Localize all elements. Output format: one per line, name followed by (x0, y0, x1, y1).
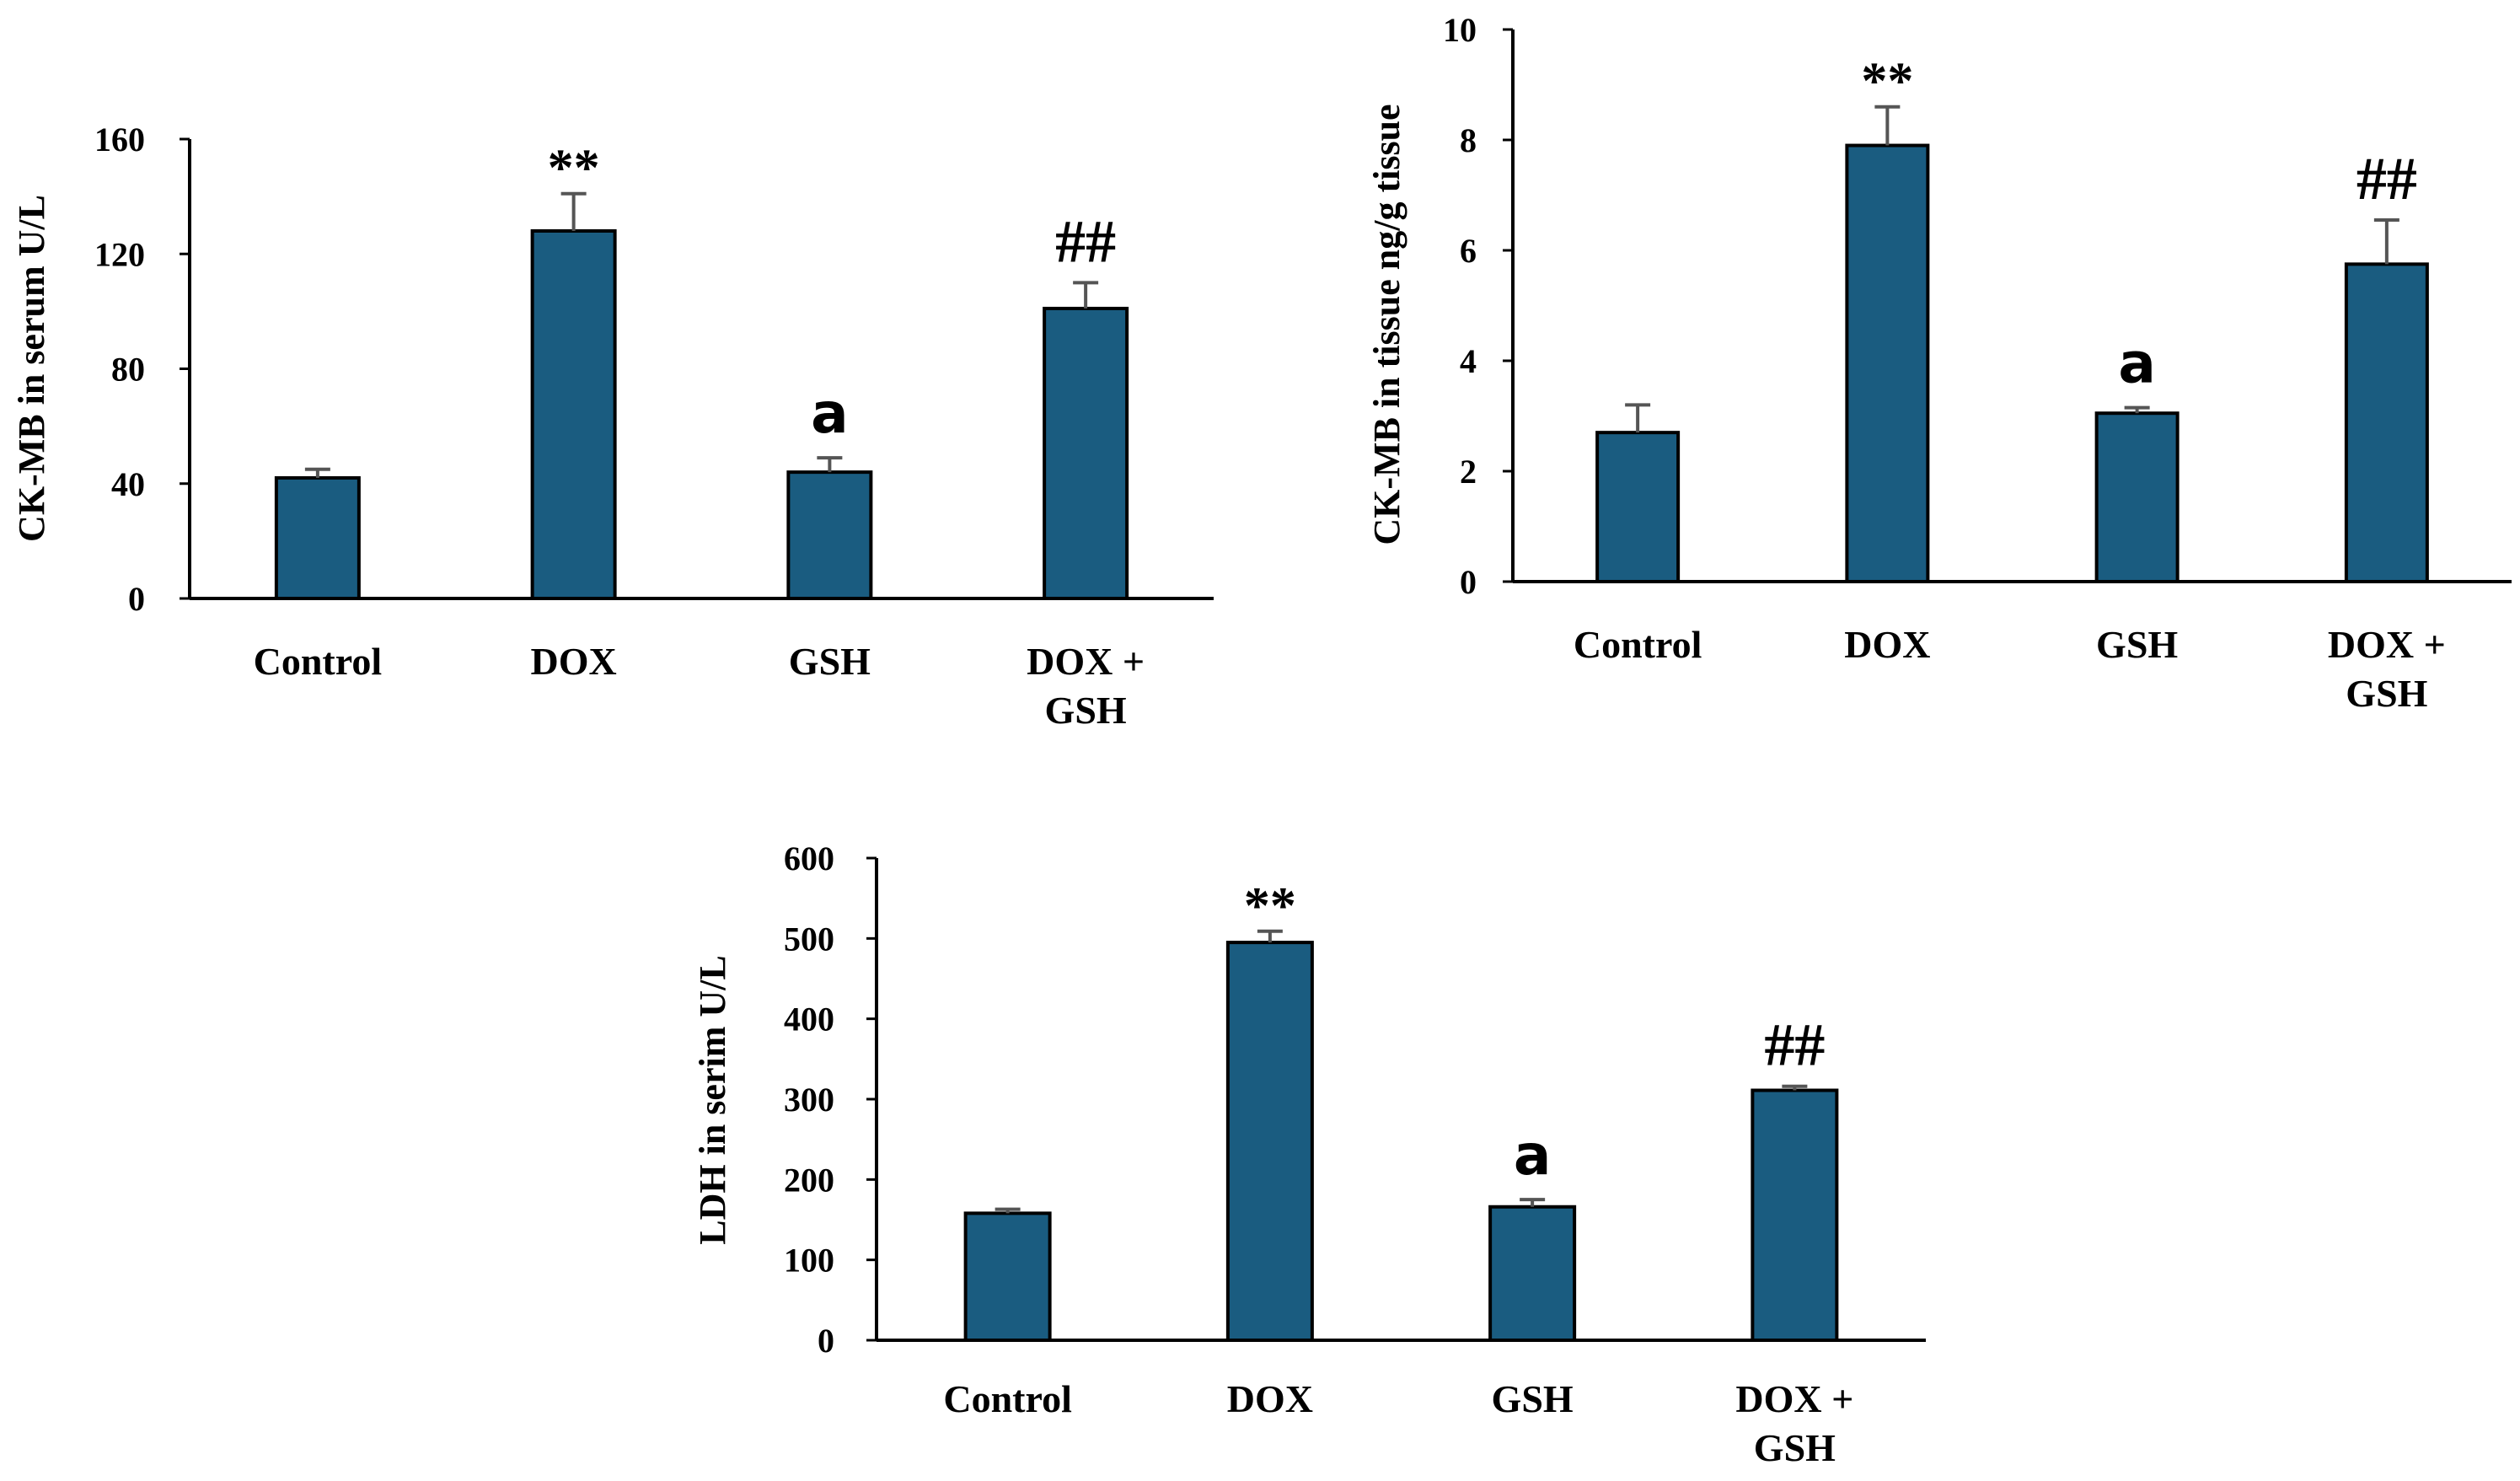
significance-label: ## (2356, 145, 2417, 212)
bar (1488, 1205, 1577, 1343)
chart-ldh-serum: 0 100 200 300 400 500 600 LDH in serim U/L Contr… (692, 840, 1926, 1469)
x-tick-label: DOX (1844, 623, 1930, 666)
x-tick-label: DOX + GSH (1027, 640, 1145, 732)
y-axis-title: LDH in serim U/L (692, 955, 733, 1244)
bar (530, 229, 617, 600)
y-tick-label: 4 (1460, 342, 1477, 380)
x-tick-label: Control (1574, 623, 1702, 666)
y-tick-label: 200 (784, 1161, 834, 1199)
bar (1043, 306, 1129, 600)
bar (1595, 431, 1681, 584)
significance-label: a (811, 381, 849, 446)
significance-label: ** (1244, 877, 1296, 935)
bar (963, 1211, 1052, 1342)
bar (786, 470, 873, 600)
bar (2094, 411, 2180, 583)
y-tick-label: 6 (1460, 232, 1477, 270)
y-tick-label: 160 (94, 121, 145, 158)
y-tick-label: 100 (784, 1242, 834, 1280)
significance-label: ** (548, 140, 600, 197)
x-tick-label: Control (254, 640, 383, 683)
x-tick-label: GSH (2096, 623, 2178, 666)
x-tick-label: DOX + GSH (1735, 1377, 1853, 1469)
y-axis-title: CK-MB in serum U/L (11, 195, 52, 542)
x-tick-label: Control (943, 1377, 1072, 1420)
y-tick-label: 8 (1460, 121, 1477, 159)
bar (274, 475, 361, 600)
y-tick-label: 2 (1460, 453, 1477, 491)
y-tick-label: 0 (128, 580, 145, 618)
chart-ckmb-tissue: 0 2 4 6 8 10 CK-MB in tissue ng/g tissue Contro… (1366, 11, 2512, 715)
significance-label: a (2118, 331, 2156, 396)
x-tick-label: GSH (789, 640, 871, 683)
y-tick-label: 300 (784, 1081, 834, 1119)
y-tick-label: 500 (784, 920, 834, 958)
y-tick-label: 600 (784, 840, 834, 877)
x-tick-label: DOX (531, 640, 617, 683)
bar (1845, 143, 1930, 584)
x-tick-label: DOX (1227, 1377, 1313, 1420)
significance-label: ## (1055, 207, 1116, 275)
y-tick-label: 0 (1460, 563, 1477, 601)
y-tick-label: 80 (111, 351, 145, 389)
significance-label: a (1514, 1123, 1552, 1188)
y-axis-title: CK-MB in tissue ng/g tissue (1366, 104, 1407, 545)
y-tick-label: 0 (818, 1322, 834, 1360)
significance-label: ** (1861, 53, 1913, 110)
bar (1751, 1088, 1839, 1342)
x-tick-label: GSH (1492, 1377, 1574, 1420)
y-tick-label: 10 (1443, 11, 1477, 49)
bar (1225, 941, 1314, 1342)
y-tick-label: 40 (111, 465, 145, 503)
bar (2344, 262, 2429, 583)
x-tick-label: DOX + GSH (2328, 623, 2446, 715)
chart-ckmb-serum: 0 40 80 120 160 CK-MB in serum U/L Control ** DO… (11, 121, 1214, 732)
y-tick-label: 400 (784, 1001, 834, 1038)
significance-label: ## (1764, 1011, 1825, 1079)
y-tick-label: 120 (94, 235, 145, 273)
